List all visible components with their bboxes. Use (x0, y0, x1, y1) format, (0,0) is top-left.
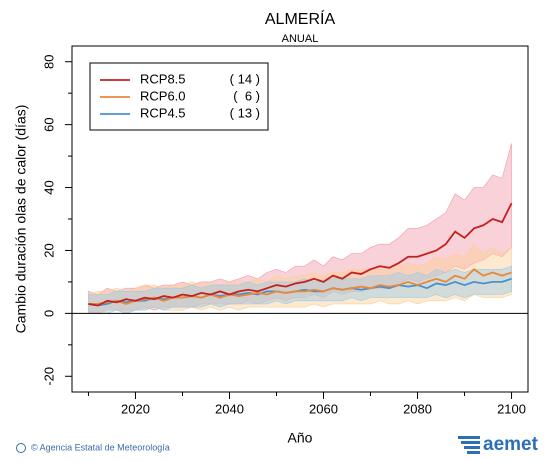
credit: © Agencia Estatal de Meteorología (31, 442, 170, 452)
x-tick-label: 2020 (121, 401, 150, 416)
chart-title: ALMERÍA (265, 9, 336, 28)
legend-count: ( 13 ) (230, 105, 260, 120)
legend-count: ( 6 ) (233, 88, 260, 103)
series-line (88, 202, 513, 307)
chart-subtitle: ANUAL (282, 33, 319, 45)
legend-label: RCP8.5 (140, 71, 186, 86)
logo: aemet (483, 434, 539, 455)
y-axis-label: Cambio duración olas de calor (días) (13, 105, 29, 334)
y-tick-label: 80 (41, 54, 56, 68)
x-tick-label: 2060 (309, 401, 338, 416)
y-tick-label: -20 (41, 367, 56, 386)
x-axis-label: Año (288, 430, 313, 446)
y-tick-label: 60 (41, 117, 56, 131)
x-tick-label: 2100 (497, 401, 526, 416)
y-tick-label: 40 (41, 180, 56, 194)
x-tick-label: 2080 (403, 401, 432, 416)
legend-count: ( 14 ) (230, 71, 260, 86)
y-tick-label: 0 (41, 310, 56, 317)
series-line (88, 268, 512, 305)
legend-label: RCP4.5 (140, 105, 186, 120)
credit-icon (16, 443, 26, 453)
x-tick-label: 2040 (215, 401, 244, 416)
logo-mark (458, 436, 480, 454)
legend: RCP8.5 ( 14 ) RCP6.0 ( 6 ) RCP4.5 ( 13 ) (89, 62, 269, 131)
y-tick-label: 20 (41, 243, 56, 257)
legend-label: RCP6.0 (140, 88, 186, 103)
